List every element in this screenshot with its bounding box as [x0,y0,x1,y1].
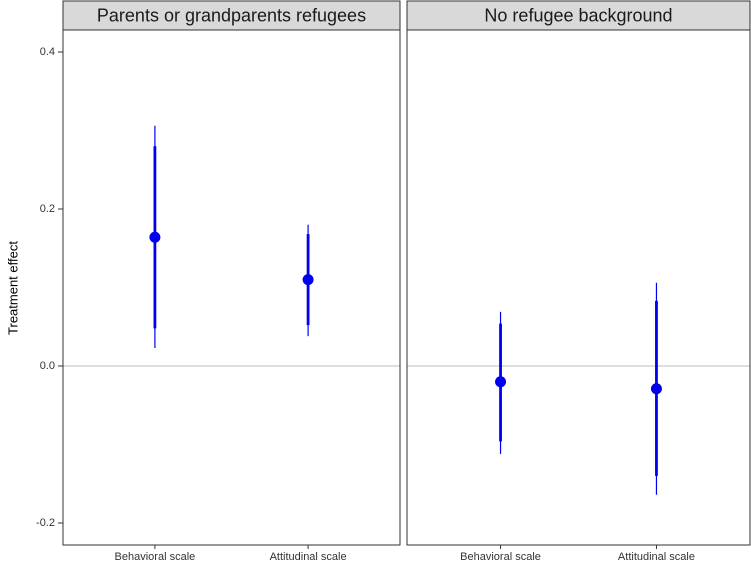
point [650,383,662,395]
y-tick-label: 0.0 [40,360,55,372]
x-tick-label: Attitudinal scale [270,551,347,563]
panel-title: No refugee background [484,5,672,25]
y-tick-label: -0.2 [36,517,55,529]
panel-border [406,29,751,546]
panel-border [62,29,401,546]
x-tick-label: Behavioral scale [460,551,541,563]
panel-title: Parents or grandparents refugees [97,5,366,25]
y-tick-label: 0.2 [40,203,55,215]
point [495,376,507,388]
x-tick-label: Attitudinal scale [618,551,695,563]
y-tick-label: 0.4 [40,46,55,58]
strip [406,0,751,31]
point [149,231,161,243]
y-axis-label: Treatment effect [5,241,20,335]
strip [62,0,401,31]
x-tick-label: Behavioral scale [115,551,196,563]
point [302,274,314,286]
